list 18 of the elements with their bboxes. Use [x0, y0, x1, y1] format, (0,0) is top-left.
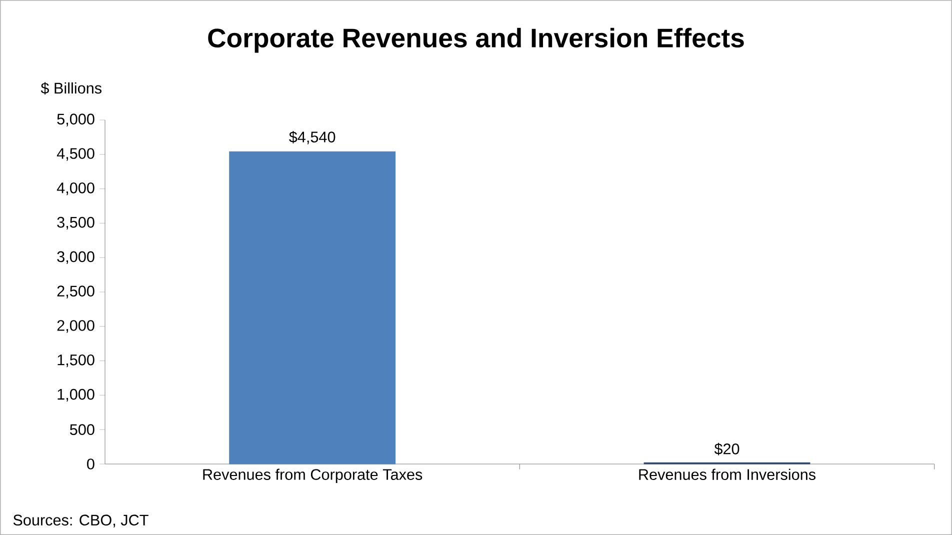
y-tick-label: 2,000 — [57, 320, 94, 333]
y-tick-label: 3,500 — [57, 216, 94, 230]
y-tick-label: 2,500 — [57, 286, 94, 298]
y-tick-label: 3,000 — [57, 251, 94, 264]
data-label: $20 — [714, 442, 740, 456]
x-tick-label: Revenues from Inversions — [639, 468, 816, 480]
y-tick-label: 1,500 — [58, 354, 94, 368]
chart-title: Corporate Revenues and Inversion Effects — [208, 28, 744, 53]
x-tick-label: Revenues from Corporate Taxes — [203, 468, 422, 483]
y-tick-label: 4,500 — [56, 148, 94, 161]
source-note: Sources: CBO, JCT — [13, 514, 148, 528]
y-tick-label: 1,000 — [58, 388, 94, 402]
y-tick-label: 5,000 — [57, 114, 94, 126]
y-axis-title: $ Billions — [40, 82, 102, 95]
y-tick-label: 500 — [70, 424, 94, 436]
data-label: $4,540 — [289, 130, 336, 144]
y-tick-label: 4,000 — [56, 182, 94, 196]
y-tick-label: 0 — [87, 458, 94, 470]
